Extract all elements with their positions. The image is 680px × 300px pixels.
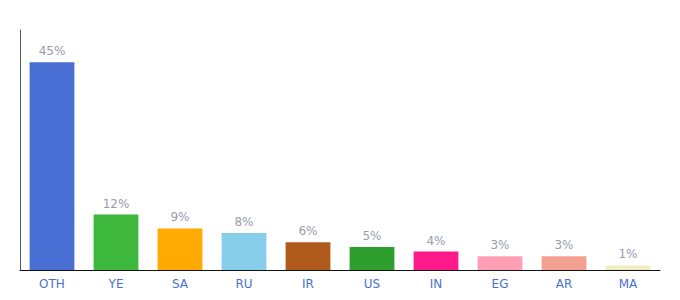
svg-text:AR: AR — [556, 277, 573, 291]
svg-text:12%: 12% — [103, 197, 130, 211]
svg-text:3%: 3% — [490, 238, 509, 252]
svg-text:US: US — [364, 277, 380, 291]
svg-text:9%: 9% — [170, 210, 189, 224]
svg-text:8%: 8% — [234, 215, 253, 229]
svg-text:MA: MA — [619, 277, 638, 291]
svg-text:45%: 45% — [39, 44, 66, 58]
svg-text:4%: 4% — [426, 234, 445, 248]
svg-text:RU: RU — [235, 277, 252, 291]
svg-text:EG: EG — [492, 277, 509, 291]
svg-text:3%: 3% — [554, 238, 573, 252]
svg-text:IR: IR — [302, 277, 314, 291]
svg-text:5%: 5% — [362, 229, 381, 243]
svg-text:OTH: OTH — [39, 277, 65, 291]
svg-text:SA: SA — [172, 277, 189, 291]
svg-text:IN: IN — [430, 277, 443, 291]
svg-text:1%: 1% — [618, 247, 637, 261]
svg-text:YE: YE — [108, 277, 124, 291]
svg-text:6%: 6% — [298, 224, 317, 238]
